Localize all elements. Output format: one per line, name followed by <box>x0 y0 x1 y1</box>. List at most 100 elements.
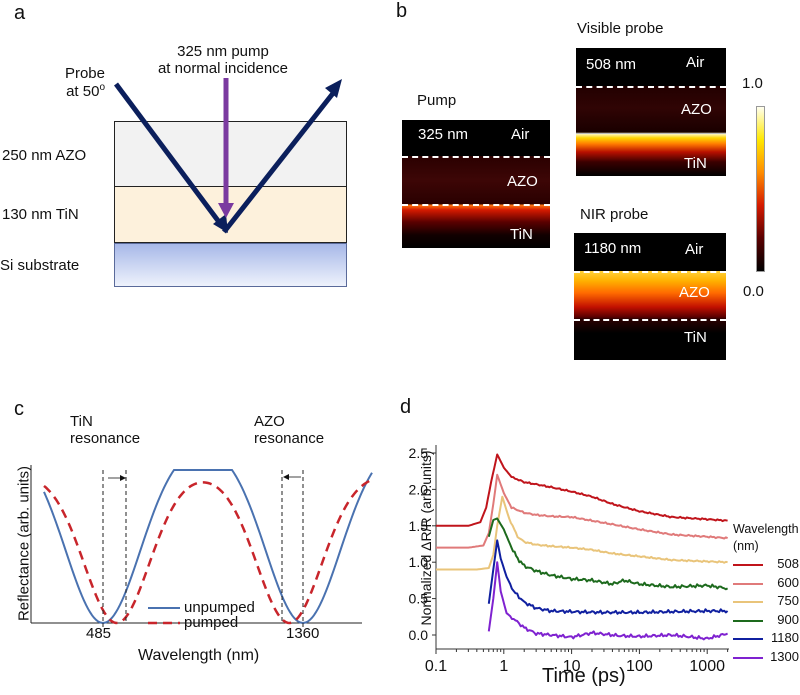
d-ytick-label: 1.5 <box>409 518 429 534</box>
d-legend-swatch <box>733 564 763 566</box>
d-ytick-label: 0.5 <box>409 591 429 607</box>
d-legend-label: 600 <box>777 574 799 590</box>
c-xaxis-label: Wavelength (nm) <box>138 647 260 664</box>
d-xtick-label: 100 <box>626 658 653 675</box>
c-series-unpumped <box>43 469 373 624</box>
legend-pumped-label: pumped <box>184 614 239 631</box>
d-legend-swatch <box>733 656 763 659</box>
d-legend-label: 1300 <box>770 648 799 664</box>
d-legend-swatch <box>733 582 763 585</box>
tin-layer <box>114 187 347 243</box>
azo-resonance-annotation: AZO resonance <box>254 413 324 447</box>
d-ytick-label: 0.0 <box>409 627 429 643</box>
d-legend-item-1300: 1300 <box>733 649 800 667</box>
d-legend-title-line1: Wavelength <box>733 522 799 536</box>
c-xtick-485: 485 <box>86 625 112 642</box>
azo-resonance-line1: AZO <box>254 413 285 430</box>
colorbar-max-label: 1.0 <box>742 75 763 92</box>
d-legend-swatch <box>733 601 763 603</box>
d-legend-item-1180: 1180 <box>733 630 800 648</box>
colorbar <box>756 106 765 272</box>
pump-azo-label: AZO <box>507 173 538 190</box>
reflected-probe-line <box>222 90 336 234</box>
visible-tin-label: TiN <box>684 155 707 172</box>
d-legend-label: 1180 <box>771 630 799 645</box>
nir-map-title: NIR probe <box>580 206 649 223</box>
d-series-600 <box>436 473 729 549</box>
visible-field-map: 508 nm Air AZO TiN <box>576 48 726 176</box>
pump-label-line2: at normal incidence <box>157 60 289 77</box>
visible-azo-label: AZO <box>681 101 712 118</box>
pump-tin-label: TiN <box>510 226 533 243</box>
pump-air-label: Air <box>511 126 530 143</box>
d-legend-title: Wavelength (nm) <box>733 521 799 555</box>
d-xtick-label: 1 <box>499 658 508 675</box>
colorbar-min-label: 0.0 <box>743 283 764 300</box>
azo-resonance-line2: resonance <box>254 430 325 447</box>
d-series-1300 <box>487 561 729 641</box>
pump-wavelength-label: 325 nm <box>418 126 469 143</box>
tin-resonance-line1: TiN <box>70 413 93 430</box>
panel-b-letter: b <box>396 0 408 22</box>
visible-wavelength-label: 508 nm <box>586 56 637 73</box>
d-legend-item-900: 900 <box>733 612 800 630</box>
d-ytick-label: 2.5 <box>409 445 429 461</box>
d-legend-label: 508 <box>777 556 799 571</box>
d-legend-swatch <box>733 619 763 622</box>
d-legend-item-750: 750 <box>733 593 800 611</box>
pump-arrowhead <box>218 203 234 218</box>
tin-resonance-line2: resonance <box>70 430 141 447</box>
tin-shift-arrowhead <box>120 475 126 481</box>
nir-azo-label: AZO <box>679 284 710 301</box>
d-legend-label: 900 <box>777 611 799 627</box>
panel-c-letter: c <box>14 398 24 420</box>
azo-tin-interface-line <box>576 133 726 134</box>
d-series-900 <box>487 517 729 591</box>
nir-field-map: 1180 nm Air AZO TiN <box>574 233 726 360</box>
d-xtick-label: 10 <box>563 658 581 675</box>
d-legend-item-600: 600 <box>733 575 800 593</box>
layer-label-tin: 130 nm TiN <box>2 206 79 223</box>
azo-tin-interface-line <box>574 319 726 321</box>
d-legend-title-line2: (nm) <box>733 539 759 553</box>
nir-air-label: Air <box>685 241 704 258</box>
pump-map-title: Pump <box>417 92 457 109</box>
panel-a-letter: a <box>14 2 26 24</box>
azo-shift-arrowhead <box>283 474 289 480</box>
d-series-508 <box>436 453 728 527</box>
pump-label-line1: 325 nm pump <box>177 43 269 60</box>
si-substrate-layer <box>114 243 347 287</box>
layer-label-azo: 250 nm AZO <box>2 147 87 164</box>
d-xtick-label: 0.1 <box>425 658 447 675</box>
d-legend-swatch <box>733 638 763 640</box>
probe-label-line2: at 50o <box>66 82 105 100</box>
c-series-pumped <box>43 478 373 625</box>
pump-field-map: 325 nm Air AZO TiN <box>402 120 550 248</box>
reflected-probe-arrowhead <box>325 79 342 98</box>
d-yaxis-label: Normalized ΔR/R (arb.units) <box>418 450 434 626</box>
d-xtick-label: 1000 <box>689 658 725 675</box>
probe-label-line1: Probe <box>64 65 105 82</box>
d-series-750 <box>436 495 728 571</box>
d-legend-item-508: 508 <box>733 556 800 574</box>
visible-air-label: Air <box>686 54 705 71</box>
air-azo-interface-line <box>574 271 726 273</box>
azo-tin-interface-line <box>402 204 550 206</box>
nir-tin-label: TiN <box>684 329 707 346</box>
azo-layer <box>114 121 347 187</box>
d-ytick-label: 2.0 <box>409 481 429 497</box>
legend-unpumped-label: unpumped <box>184 599 255 616</box>
d-legend-label: 750 <box>777 593 799 608</box>
layer-label-si: Si substrate <box>0 257 80 274</box>
tin-resonance-annotation: TiN resonance <box>70 413 140 447</box>
pump-label: 325 nm pump at normal incidence <box>153 43 293 77</box>
nir-wavelength-label: 1180 nm <box>584 240 642 257</box>
incident-probe-arrow <box>113 82 222 224</box>
air-azo-interface-line <box>576 86 726 88</box>
d-series-1180 <box>487 539 729 615</box>
d-ytick-label: 1.0 <box>409 554 429 570</box>
panel-d-letter: d <box>400 396 412 418</box>
visible-map-title: Visible probe <box>577 20 664 37</box>
